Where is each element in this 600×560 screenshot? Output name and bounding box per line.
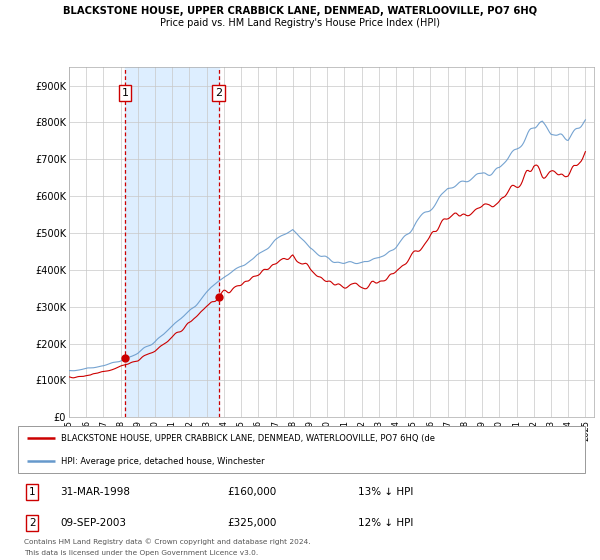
Text: Contains HM Land Registry data © Crown copyright and database right 2024.: Contains HM Land Registry data © Crown c… xyxy=(24,538,311,545)
Text: 1: 1 xyxy=(29,487,35,497)
Text: 12% ↓ HPI: 12% ↓ HPI xyxy=(358,518,413,528)
Text: 2: 2 xyxy=(215,88,222,98)
Text: HPI: Average price, detached house, Winchester: HPI: Average price, detached house, Winc… xyxy=(61,457,264,466)
Text: £160,000: £160,000 xyxy=(228,487,277,497)
Text: 2: 2 xyxy=(29,518,35,528)
Text: 13% ↓ HPI: 13% ↓ HPI xyxy=(358,487,413,497)
Text: This data is licensed under the Open Government Licence v3.0.: This data is licensed under the Open Gov… xyxy=(24,550,258,556)
FancyBboxPatch shape xyxy=(18,426,585,473)
Text: 09-SEP-2003: 09-SEP-2003 xyxy=(61,518,127,528)
Text: 1: 1 xyxy=(121,88,128,98)
Text: £325,000: £325,000 xyxy=(228,518,277,528)
Text: 31-MAR-1998: 31-MAR-1998 xyxy=(61,487,131,497)
Text: BLACKSTONE HOUSE, UPPER CRABBICK LANE, DENMEAD, WATERLOOVILLE, PO7 6HQ: BLACKSTONE HOUSE, UPPER CRABBICK LANE, D… xyxy=(63,6,537,16)
Text: BLACKSTONE HOUSE, UPPER CRABBICK LANE, DENMEAD, WATERLOOVILLE, PO7 6HQ (de: BLACKSTONE HOUSE, UPPER CRABBICK LANE, D… xyxy=(61,434,434,443)
Bar xyxy=(125,67,218,417)
Text: Price paid vs. HM Land Registry's House Price Index (HPI): Price paid vs. HM Land Registry's House … xyxy=(160,18,440,28)
